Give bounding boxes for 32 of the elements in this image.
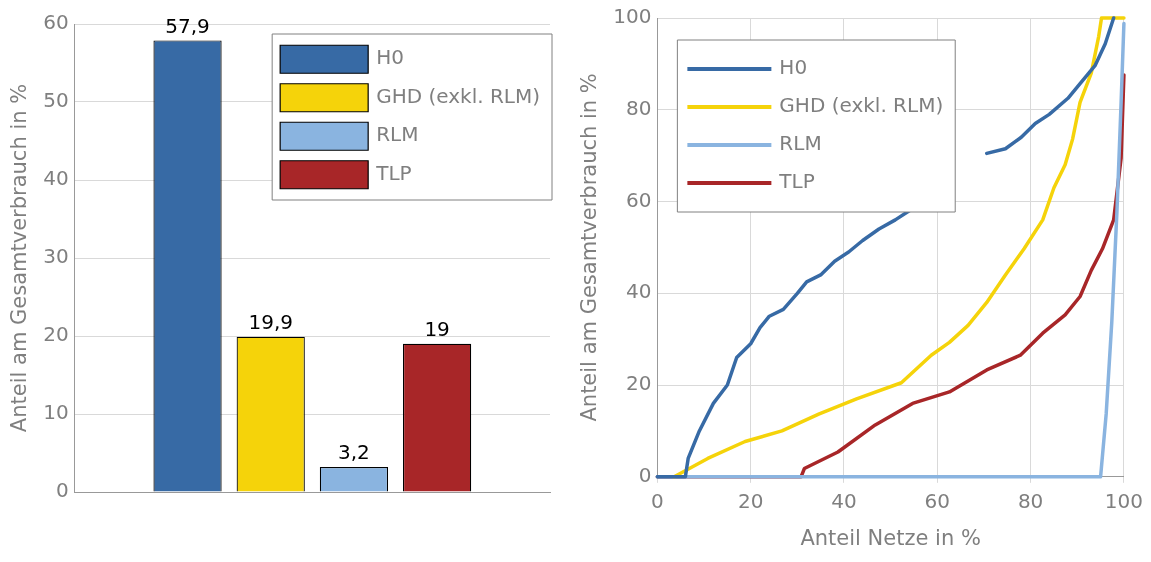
x-tick-label: 60 <box>924 489 951 513</box>
data-label: 3,2 <box>338 440 370 465</box>
y-tick-label: 40 <box>43 166 69 191</box>
x-tick-label: 80 <box>1017 489 1044 513</box>
x-axis-title: Anteil Netze in % <box>800 525 981 550</box>
data-label: 57,9 <box>165 13 210 38</box>
x-tick-label: 40 <box>831 489 857 513</box>
y-tick-label: 40 <box>625 279 652 304</box>
y-axis-title: Anteil am Gesamtverbrauch in % <box>577 73 602 422</box>
data-label: 19 <box>424 317 450 341</box>
y-tick-label: 60 <box>625 187 652 212</box>
x-tick-label: 100 <box>1104 489 1144 513</box>
y-tick-label: 0 <box>638 463 652 487</box>
y-tick-label: 100 <box>613 4 652 29</box>
legend-label: GHD (exkl. RLM) <box>779 93 944 118</box>
y-axis-title: Anteil am Gesamtverbrauch in % <box>7 83 32 433</box>
y-tick-label: 80 <box>625 95 652 120</box>
legend-label: RLM <box>376 122 419 147</box>
y-tick-label: 60 <box>43 10 69 35</box>
y-tick-label: 50 <box>43 88 69 113</box>
legend-label: TLP <box>375 160 412 185</box>
y-tick-label: 10 <box>43 400 69 425</box>
data-label: 19,9 <box>248 309 293 334</box>
legend-label: H0 <box>376 45 404 70</box>
legend-label: GHD (exkl. RLM) <box>376 83 541 108</box>
y-tick-label: 20 <box>625 371 652 396</box>
x-tick-label: 20 <box>737 489 764 513</box>
legend-label: RLM <box>779 131 822 156</box>
y-tick-label: 20 <box>43 322 69 347</box>
legend-label: TLP <box>778 169 815 194</box>
legend-label: H0 <box>779 55 808 80</box>
y-tick-label: 30 <box>43 244 69 269</box>
